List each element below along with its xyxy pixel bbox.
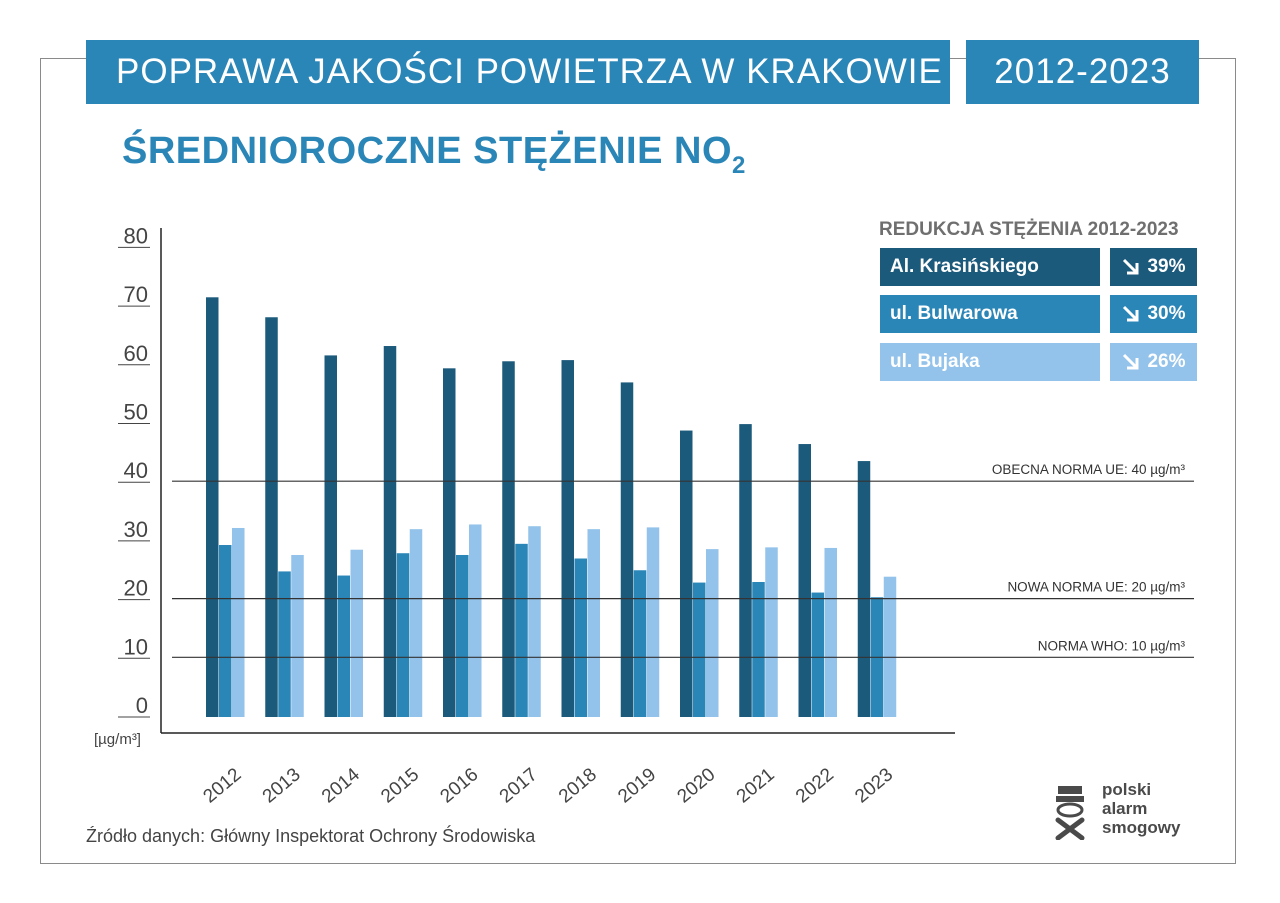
bar [798,444,811,717]
legend-station-name: ul. Bujaka [880,343,1100,381]
y-tick-label: 20 [124,576,148,601]
x-tick-label: 2018 [555,764,601,807]
header-title: POPRAWA JAKOŚCI POWIETRZA W KRAKOWIE [86,40,950,104]
x-tick-label: 2013 [259,764,305,807]
bar [680,430,693,717]
y-tick-label: 50 [124,400,148,425]
x-tick-label: 2014 [318,764,364,808]
bar [528,526,541,717]
bar [265,317,278,717]
y-tick-label: 10 [124,634,148,659]
legend-reduction-value: 30% [1147,303,1186,324]
x-tick-label: 2020 [674,764,720,807]
x-tick-label: 2022 [792,764,838,807]
legend-reduction: 30% [1110,295,1197,333]
bar [206,297,219,717]
bar [409,529,423,717]
logo-line-1: polski [1102,780,1152,799]
header-years: 2012-2023 [966,40,1199,104]
bar [350,549,363,717]
arrow-down-right-icon [1123,305,1139,322]
x-tick-label: 2015 [377,764,423,807]
data-source: Źródło danych: Główny Inspektorat Ochron… [86,826,536,846]
bar [291,554,304,717]
legend-reduction: 26% [1110,343,1197,381]
bar [443,368,456,717]
bar [824,547,837,717]
bar [693,582,706,717]
y-unit-label: [µg/m³] [94,731,141,748]
bar [574,558,587,717]
chart-subtitle: ŚREDNIOROCZNE STĘŻENIE NO2 [122,130,746,180]
x-tick-label: 2016 [437,764,483,807]
bar [396,553,410,717]
subtitle-main: ŚREDNIOROCZNE STĘŻENIE NO [122,130,732,172]
y-tick-label: 80 [124,223,148,248]
smog-mask-icon [1055,786,1085,841]
bar [633,570,647,717]
bar [811,592,824,717]
bar [646,527,660,717]
bar [232,527,245,717]
bar [219,545,232,717]
bar [587,529,600,717]
reference-line-label: NOWA NORMA UE: 20 µg/m³ [1007,580,1185,595]
logo: polski alarm smogowy [1050,780,1210,841]
bar [337,575,350,717]
legend-title: REDUKCJA STĘŻENIA 2012-2023 [879,219,1179,240]
logo-line-3: smogowy [1102,818,1181,837]
y-tick-label: 60 [124,341,148,366]
arrow-down-right-icon [1123,353,1139,370]
bar [857,461,871,717]
reference-line-label: OBECNA NORMA UE: 40 µg/m³ [992,462,1186,477]
y-tick-label: 0 [136,693,148,718]
bar [706,549,719,717]
legend-station-name: ul. Bulwarowa [880,295,1100,333]
x-tick-label: 2019 [614,764,660,807]
x-tick-label: 2017 [496,764,542,807]
legend-reduction-value: 39% [1147,256,1186,277]
bar [324,355,337,717]
bar [456,554,469,717]
legend-reduction-value: 26% [1147,351,1186,372]
legend-station-name: Al. Krasińskiego [880,248,1100,286]
subtitle-subscript: 2 [732,152,746,179]
bar [765,547,778,717]
bar [515,543,528,717]
bar [620,382,634,717]
reference-line-label: NORMA WHO: 10 µg/m³ [1038,638,1186,653]
x-tick-label: 2021 [733,764,779,807]
x-tick-label: 2023 [851,764,897,807]
bar [883,576,897,717]
bar [752,581,765,717]
bar [278,571,291,717]
x-tick-label: 2012 [200,764,246,807]
logo-line-2: alarm [1102,799,1148,818]
y-tick-label: 70 [124,282,148,307]
legend-reduction: 39% [1110,248,1197,286]
y-tick-label: 40 [124,458,148,483]
bar [469,524,482,717]
bar [383,346,397,717]
arrow-down-right-icon [1123,258,1139,275]
logo-text: polski alarm smogowy [1102,780,1180,837]
bar [561,360,574,717]
bar [739,424,752,717]
y-tick-label: 30 [124,517,148,542]
bar [502,361,515,717]
